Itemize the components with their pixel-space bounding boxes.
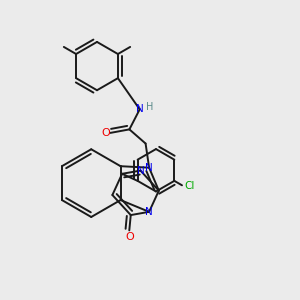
Text: N: N	[136, 104, 144, 114]
Text: Cl: Cl	[184, 181, 195, 191]
Text: N: N	[145, 207, 153, 217]
Text: N: N	[136, 166, 144, 176]
Text: H: H	[146, 102, 154, 112]
Text: N: N	[145, 163, 153, 173]
Text: O: O	[101, 128, 110, 138]
Text: O: O	[125, 232, 134, 242]
